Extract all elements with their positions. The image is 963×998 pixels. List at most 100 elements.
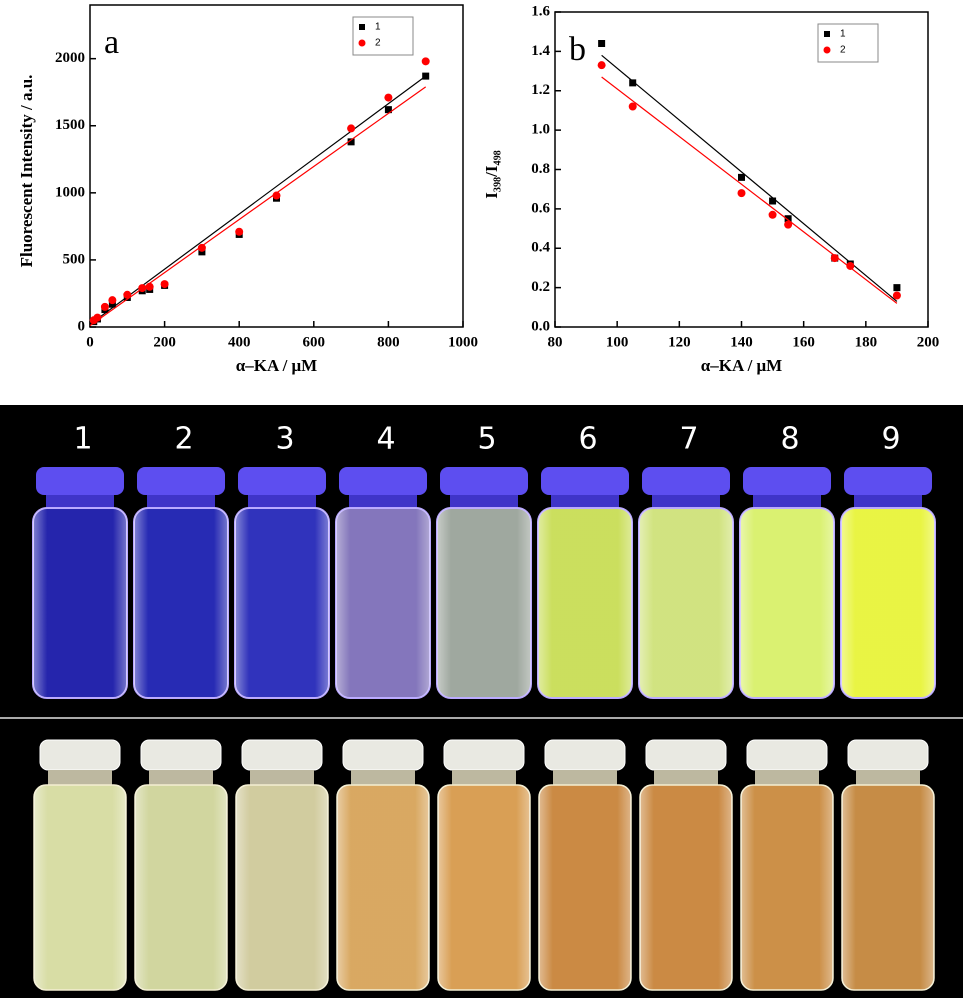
legend-marker	[359, 40, 366, 47]
x-axis-label: α–KA / μM	[701, 356, 782, 375]
x-tick-label: 180	[855, 334, 878, 350]
x-tick-label: 0	[86, 334, 94, 350]
data-point	[123, 291, 131, 299]
vial-number: 1	[73, 422, 92, 457]
y-tick-label: 0.6	[531, 200, 550, 216]
vial-cap	[444, 740, 524, 770]
vial-glass	[337, 785, 429, 990]
data-point	[384, 94, 392, 102]
x-tick-label: 1000	[448, 334, 478, 350]
x-tick-label: 80	[548, 334, 563, 350]
data-point	[738, 174, 745, 181]
vial-glass	[34, 785, 126, 990]
y-tick-label: 1500	[55, 117, 85, 133]
data-point	[138, 284, 146, 292]
data-point	[422, 73, 429, 80]
y-tick-label: 0.2	[531, 279, 550, 295]
panel-label: a	[104, 24, 119, 61]
data-point	[101, 303, 109, 311]
data-point	[893, 292, 901, 300]
x-tick-label: 200	[917, 334, 940, 350]
y-tick-label: 1.0	[531, 122, 550, 138]
y-tick-label: 0.8	[531, 161, 550, 177]
vial-glass	[539, 785, 631, 990]
legend-marker	[824, 47, 831, 54]
vial-glass	[640, 785, 732, 990]
data-point	[629, 79, 636, 86]
vial-cap	[238, 467, 326, 495]
plot-frame	[555, 12, 928, 327]
data-point	[769, 198, 776, 205]
data-point	[831, 254, 839, 262]
vial-cap	[743, 467, 831, 495]
data-point	[784, 221, 792, 229]
data-point	[198, 244, 206, 252]
data-point	[598, 40, 605, 47]
vial-number: 4	[376, 422, 395, 457]
x-tick-label: 140	[730, 334, 753, 350]
data-point	[235, 228, 243, 236]
vial-cap	[242, 740, 322, 770]
legend-label: 1	[840, 29, 846, 40]
y-axis-label: I₃₉₈/I₄₉₈	[482, 150, 501, 199]
vial-cap	[343, 740, 423, 770]
x-tick-label: 200	[153, 334, 176, 350]
vial-cap	[848, 740, 928, 770]
x-axis-label: α–KA / μM	[236, 356, 317, 375]
vial-glass	[33, 508, 127, 698]
y-tick-label: 1.4	[531, 43, 550, 59]
fit-line	[602, 77, 897, 303]
y-tick-label: 0	[78, 318, 86, 334]
vial-number: 2	[174, 422, 193, 457]
data-point	[161, 280, 169, 288]
data-point	[769, 211, 777, 219]
vial-glass	[841, 508, 935, 698]
vial-cap	[137, 467, 225, 495]
vial-glass	[134, 508, 228, 698]
x-tick-label: 160	[792, 334, 815, 350]
vial-cap	[646, 740, 726, 770]
vial-glass	[538, 508, 632, 698]
legend-label: 2	[375, 38, 381, 49]
data-point	[93, 314, 101, 322]
y-tick-label: 0.4	[531, 240, 550, 256]
data-point	[629, 103, 637, 111]
vial-cap	[642, 467, 730, 495]
data-point	[738, 189, 746, 197]
panel-label: b	[569, 31, 586, 68]
vial-glass	[236, 785, 328, 990]
figure: 020040060080010000500100015002000α–KA / …	[0, 0, 963, 998]
vial-number: 3	[275, 422, 294, 457]
x-tick-label: 100	[606, 334, 629, 350]
data-point	[146, 283, 154, 291]
vial-cap	[545, 740, 625, 770]
vial-glass	[740, 508, 834, 698]
vial-cap	[844, 467, 932, 495]
vial-glass	[438, 785, 530, 990]
data-point	[273, 192, 281, 200]
y-tick-label: 500	[63, 251, 86, 267]
vial-number: 6	[578, 422, 597, 457]
vial-cap	[747, 740, 827, 770]
x-tick-label: 800	[377, 334, 400, 350]
vial-glass	[741, 785, 833, 990]
vial-cap	[541, 467, 629, 495]
vial-glass	[842, 785, 934, 990]
plot-frame	[90, 5, 463, 327]
legend-box	[353, 17, 413, 55]
legend-label: 1	[375, 22, 381, 33]
vial-number: 8	[780, 422, 799, 457]
vial-cap	[40, 740, 120, 770]
vial-number: 7	[679, 422, 698, 457]
data-point	[422, 57, 430, 65]
x-tick-label: 120	[668, 334, 691, 350]
y-tick-label: 1000	[55, 184, 85, 200]
vial-cap	[339, 467, 427, 495]
data-point	[893, 284, 900, 291]
y-tick-label: 1.6	[531, 3, 550, 19]
vial-cap	[141, 740, 221, 770]
y-axis-label: Fluorescent Intensity / a.u.	[17, 75, 36, 268]
vial-cap	[440, 467, 528, 495]
data-point	[347, 124, 355, 132]
legend-marker	[359, 24, 365, 30]
